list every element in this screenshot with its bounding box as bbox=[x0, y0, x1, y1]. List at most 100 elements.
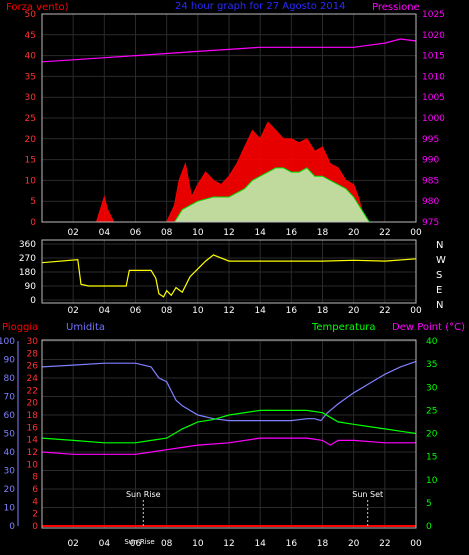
x-tick-label: 20 bbox=[348, 228, 360, 238]
x-tick-label: 14 bbox=[254, 228, 266, 238]
dew-point-axis-label: Dew Point (°C) bbox=[392, 322, 465, 333]
temperature-tick-label: 25 bbox=[426, 406, 437, 416]
temperature-tick-label: 15 bbox=[426, 453, 437, 463]
x-tick-label: 10 bbox=[192, 539, 204, 549]
humidity-tick-label: 60 bbox=[4, 411, 16, 421]
humidity-tick-label: 70 bbox=[4, 393, 16, 403]
humidity-series bbox=[41, 360, 417, 422]
x-tick-label: 10 bbox=[192, 306, 204, 316]
sun-annotation: Sun Set bbox=[352, 490, 383, 499]
x-tick-label: 00 bbox=[410, 228, 422, 238]
pressure-tick-label: 1020 bbox=[422, 31, 445, 41]
x-tick-label: 10 bbox=[192, 228, 204, 238]
humidity-tick-label: 0 bbox=[9, 522, 15, 532]
pressure-tick-label: 1015 bbox=[422, 52, 445, 62]
x-tick-label: 18 bbox=[317, 228, 329, 238]
x-tick-label: 22 bbox=[379, 228, 390, 238]
wind-tick-label: 45 bbox=[25, 31, 36, 41]
direction-tick-label: 0 bbox=[30, 296, 36, 306]
rain-tick-label: 24 bbox=[27, 374, 39, 384]
rain-tick-label: 28 bbox=[27, 349, 39, 359]
wind-tick-label: 10 bbox=[25, 176, 37, 186]
x-tick-label: 00 bbox=[410, 306, 422, 316]
direction-tick-label: 360 bbox=[19, 240, 36, 250]
x-tick-label: 04 bbox=[99, 228, 111, 238]
pressure-tick-label: 1005 bbox=[422, 93, 445, 103]
sun-annotation: Sun Rise bbox=[126, 490, 161, 499]
sun-annotation: Sun Rise bbox=[124, 538, 154, 546]
humidity-tick-label: 90 bbox=[4, 356, 16, 366]
x-tick-label: 12 bbox=[223, 306, 234, 316]
x-tick-label: 08 bbox=[161, 539, 173, 549]
wind-tick-label: 15 bbox=[25, 156, 36, 166]
pressure-tick-label: 1010 bbox=[422, 72, 445, 82]
temperature-panel-grid bbox=[17, 340, 417, 528]
direction-panel-frame bbox=[41, 239, 417, 304]
rain-tick-label: 6 bbox=[32, 485, 38, 495]
x-tick-label: 22 bbox=[379, 539, 390, 549]
temperature-panel-frame bbox=[41, 339, 417, 529]
pressure-series bbox=[41, 38, 417, 63]
wind-tick-label: 25 bbox=[25, 114, 36, 124]
wind-panel-tick-labels: 0510152025303540455097598098599099510001… bbox=[25, 10, 446, 238]
wind-tick-label: 5 bbox=[30, 197, 36, 207]
compass-label: N bbox=[436, 240, 443, 251]
temperature-tick-label: 20 bbox=[426, 430, 438, 440]
x-tick-label: 06 bbox=[130, 539, 142, 549]
rain-tick-label: 2 bbox=[32, 510, 38, 520]
x-tick-label: 16 bbox=[286, 306, 298, 316]
temperature-panel-tick-labels: 0102030405060708090100024681012141618202… bbox=[0, 337, 438, 549]
wind-tick-label: 35 bbox=[25, 72, 36, 82]
x-tick-label: 12 bbox=[223, 228, 234, 238]
pressure-tick-label: 990 bbox=[422, 156, 439, 166]
pressure-tick-label: 995 bbox=[422, 135, 439, 145]
direction-tick-label: 270 bbox=[19, 254, 36, 264]
wind-tick-label: 50 bbox=[25, 10, 37, 20]
compass-label: E bbox=[436, 285, 442, 296]
wind-panel-series bbox=[41, 38, 417, 223]
humidity-tick-label: 50 bbox=[4, 430, 16, 440]
x-tick-label: 14 bbox=[254, 306, 266, 316]
x-tick-label: 02 bbox=[67, 306, 78, 316]
rain-tick-label: 22 bbox=[27, 386, 38, 396]
x-tick-label: 04 bbox=[99, 539, 111, 549]
x-tick-label: 02 bbox=[67, 539, 78, 549]
x-tick-label: 02 bbox=[67, 228, 78, 238]
rain-tick-label: 12 bbox=[27, 448, 38, 458]
humidity-tick-label: 100 bbox=[0, 337, 15, 347]
humidity-tick-label: 10 bbox=[4, 504, 16, 514]
wind-tick-label: 30 bbox=[25, 93, 37, 103]
x-tick-label: 06 bbox=[130, 228, 142, 238]
dew-point-series bbox=[41, 437, 416, 455]
pressure-tick-label: 980 bbox=[422, 197, 439, 207]
temperature-tick-label: 35 bbox=[426, 360, 437, 370]
wind-panel-frame bbox=[41, 13, 417, 223]
temperature-tick-label: 40 bbox=[426, 337, 438, 347]
x-tick-label: 18 bbox=[317, 306, 329, 316]
pressure-tick-label: 1000 bbox=[422, 114, 445, 124]
temperature-tick-label: 0 bbox=[426, 522, 432, 532]
pressure-axis-label: Pressione bbox=[372, 2, 420, 13]
temperature-panel-series bbox=[41, 360, 417, 527]
wind-axis-label: Forza vento) bbox=[6, 2, 69, 13]
x-tick-label: 08 bbox=[161, 228, 173, 238]
rain-axis-label: Pioggia bbox=[2, 322, 38, 333]
x-tick-label: 20 bbox=[348, 539, 360, 549]
temperature-axis-label: Temperatura bbox=[311, 322, 376, 333]
x-tick-label: 18 bbox=[317, 539, 329, 549]
temperature-series bbox=[41, 409, 417, 444]
rain-tick-label: 14 bbox=[27, 436, 39, 446]
rain-tick-label: 4 bbox=[32, 497, 38, 507]
wind-tick-label: 0 bbox=[30, 218, 36, 228]
temperature-humidity-panel: Pioggia Umidita Temperatura Dew Point (°… bbox=[0, 322, 465, 549]
x-tick-label: 16 bbox=[286, 228, 298, 238]
compass-label: W bbox=[436, 255, 446, 266]
rain-tick-label: 30 bbox=[27, 337, 39, 347]
direction-tick-label: 180 bbox=[19, 268, 36, 278]
temperature-tick-label: 30 bbox=[426, 383, 438, 393]
x-tick-label: 14 bbox=[254, 539, 266, 549]
rain-tick-label: 10 bbox=[27, 460, 39, 470]
humidity-tick-label: 30 bbox=[4, 467, 16, 477]
